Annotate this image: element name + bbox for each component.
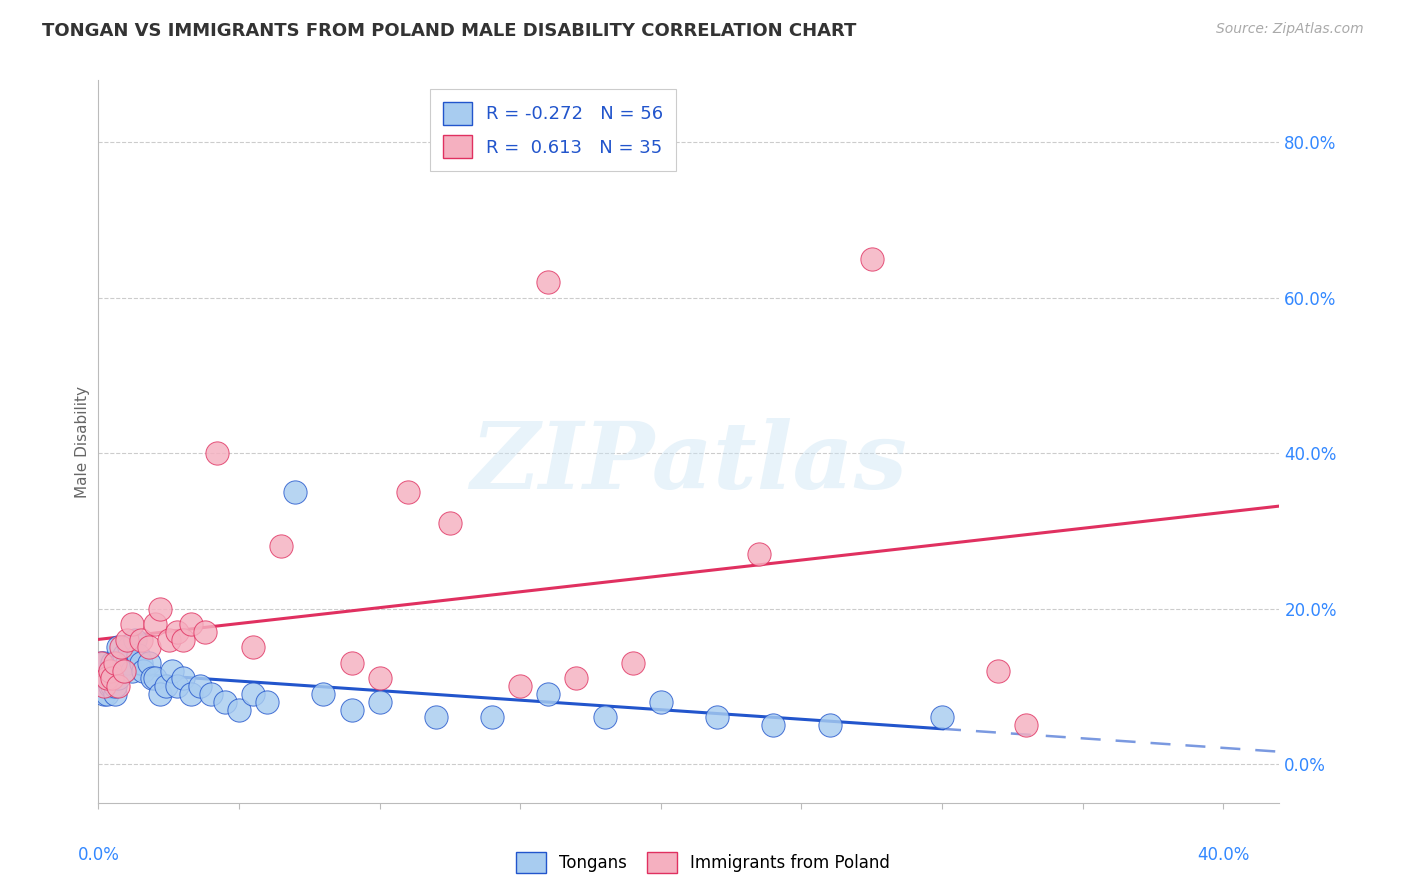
Point [138, 656, 160, 670]
Point [118, 640, 141, 655]
Text: 40.0%: 40.0% [1197, 846, 1250, 863]
Point [90, 672, 112, 686]
Point [101, 656, 124, 670]
Point [166, 624, 188, 639]
Point [93, 687, 115, 701]
Point [93, 656, 115, 670]
Point [256, 695, 278, 709]
Point [180, 687, 202, 701]
Point [149, 601, 172, 615]
Y-axis label: Male Disability: Male Disability [75, 385, 90, 498]
Point [368, 672, 391, 686]
Point [425, 710, 447, 724]
Point [509, 679, 531, 693]
Point [340, 702, 363, 716]
Point [537, 275, 560, 289]
Point [860, 252, 883, 266]
Point [706, 710, 728, 724]
Point [340, 656, 363, 670]
Point [98, 672, 121, 686]
Point [396, 485, 419, 500]
Point [138, 640, 160, 655]
Point [98, 664, 121, 678]
Point [188, 679, 211, 693]
Point [107, 640, 129, 655]
Point [818, 718, 841, 732]
Point [284, 485, 307, 500]
Point [104, 687, 127, 701]
Point [621, 656, 644, 670]
Point [121, 617, 143, 632]
Point [104, 679, 127, 693]
Point [481, 710, 503, 724]
Point [172, 632, 194, 647]
Point [228, 702, 250, 716]
Point [242, 687, 264, 701]
Point [132, 664, 155, 678]
Point [96, 679, 118, 693]
Point [112, 664, 135, 678]
Point [112, 648, 135, 663]
Point [180, 617, 202, 632]
Point [101, 664, 124, 678]
Point [200, 687, 222, 701]
Point [98, 679, 121, 693]
Point [110, 656, 132, 670]
Point [96, 687, 118, 701]
Point [121, 664, 143, 678]
Point [537, 687, 560, 701]
Point [650, 695, 672, 709]
Point [93, 679, 115, 693]
Point [155, 679, 177, 693]
Text: 0.0%: 0.0% [77, 846, 120, 863]
Point [166, 679, 188, 693]
Point [127, 648, 149, 663]
Point [593, 710, 616, 724]
Point [90, 656, 112, 670]
Point [149, 687, 172, 701]
Point [107, 672, 129, 686]
Legend: R = -0.272   N = 56, R =  0.613   N = 35: R = -0.272 N = 56, R = 0.613 N = 35 [430, 89, 676, 171]
Point [115, 656, 138, 670]
Point [104, 672, 127, 686]
Point [90, 656, 112, 670]
Point [124, 632, 146, 647]
Point [115, 632, 138, 647]
Point [143, 617, 166, 632]
Point [762, 718, 785, 732]
Point [143, 672, 166, 686]
Point [96, 672, 118, 686]
Point [987, 664, 1010, 678]
Text: Source: ZipAtlas.com: Source: ZipAtlas.com [1216, 22, 1364, 37]
Point [129, 632, 152, 647]
Point [368, 695, 391, 709]
Point [172, 672, 194, 686]
Point [312, 687, 335, 701]
Point [101, 679, 124, 693]
Point [242, 640, 264, 655]
Point [205, 446, 228, 460]
Point [160, 664, 183, 678]
Point [110, 640, 132, 655]
Point [1015, 718, 1038, 732]
Point [96, 672, 118, 686]
Text: ZIPatlas: ZIPatlas [471, 418, 907, 508]
Point [270, 540, 292, 554]
Point [107, 679, 129, 693]
Point [439, 516, 461, 530]
Text: TONGAN VS IMMIGRANTS FROM POLAND MALE DISABILITY CORRELATION CHART: TONGAN VS IMMIGRANTS FROM POLAND MALE DI… [42, 22, 856, 40]
Point [104, 656, 127, 670]
Point [194, 624, 217, 639]
Point [565, 672, 588, 686]
Point [101, 672, 124, 686]
Point [214, 695, 236, 709]
Point [157, 632, 180, 647]
Point [141, 672, 163, 686]
Point [748, 547, 770, 561]
Point [93, 672, 115, 686]
Point [129, 656, 152, 670]
Point [112, 664, 135, 678]
Legend: Tongans, Immigrants from Poland: Tongans, Immigrants from Poland [509, 846, 897, 880]
Point [931, 710, 953, 724]
